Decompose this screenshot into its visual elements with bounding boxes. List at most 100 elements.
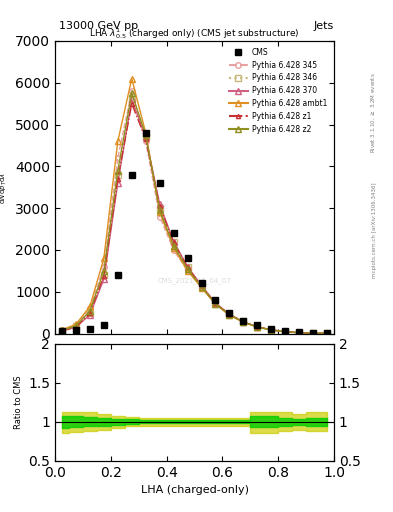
Line: Pythia 6.428 z2: Pythia 6.428 z2 [59, 91, 330, 336]
Pythia 6.428 z2 [241, 319, 246, 325]
Pythia 6.428 z1 [297, 330, 301, 336]
Pythia 6.428 ambt1 [101, 255, 106, 261]
Pythia 6.428 z2 [73, 323, 78, 329]
Pythia 6.428 370 [227, 311, 232, 317]
Text: Jets: Jets [314, 20, 334, 31]
Pythia 6.428 370 [199, 283, 204, 289]
Pythia 6.428 346 [227, 311, 232, 317]
CMS [241, 318, 246, 324]
Pythia 6.428 370 [116, 180, 120, 186]
Pythia 6.428 345 [297, 330, 301, 336]
Pythia 6.428 ambt1 [283, 329, 288, 335]
Pythia 6.428 345 [157, 214, 162, 220]
CMS [297, 329, 301, 335]
Pythia 6.428 346 [185, 264, 190, 270]
Pythia 6.428 346 [199, 283, 204, 289]
Text: mcplots.cern.ch [arXiv:1306.3436]: mcplots.cern.ch [arXiv:1306.3436] [372, 183, 377, 278]
Pythia 6.428 345 [129, 88, 134, 94]
Legend: CMS, Pythia 6.428 345, Pythia 6.428 346, Pythia 6.428 370, Pythia 6.428 ambt1, P: CMS, Pythia 6.428 345, Pythia 6.428 346,… [226, 45, 330, 137]
CMS [143, 130, 148, 136]
Pythia 6.428 z1 [129, 100, 134, 106]
CMS [129, 172, 134, 178]
Line: Pythia 6.428 345: Pythia 6.428 345 [59, 89, 330, 336]
CMS [88, 326, 92, 332]
Pythia 6.428 345 [199, 285, 204, 291]
Pythia 6.428 z1 [88, 310, 92, 316]
Pythia 6.428 346 [143, 134, 148, 140]
Pythia 6.428 z2 [116, 167, 120, 174]
CMS [311, 330, 316, 336]
Pythia 6.428 346 [269, 327, 274, 333]
Text: CMS_2021_11_04_07: CMS_2021_11_04_07 [158, 278, 231, 284]
Pythia 6.428 ambt1 [88, 303, 92, 309]
Pythia 6.428 ambt1 [297, 330, 301, 336]
Pythia 6.428 ambt1 [129, 75, 134, 81]
Pythia 6.428 370 [185, 264, 190, 270]
Pythia 6.428 370 [297, 330, 301, 336]
CMS [60, 328, 64, 334]
Pythia 6.428 345 [255, 324, 260, 330]
Pythia 6.428 370 [269, 327, 274, 333]
Line: Pythia 6.428 370: Pythia 6.428 370 [59, 97, 330, 336]
Pythia 6.428 345 [60, 327, 64, 333]
Pythia 6.428 z2 [60, 327, 64, 333]
Pythia 6.428 345 [213, 301, 218, 307]
Pythia 6.428 345 [171, 247, 176, 253]
Pythia 6.428 z2 [143, 132, 148, 138]
Pythia 6.428 ambt1 [185, 268, 190, 274]
Pythia 6.428 345 [311, 330, 316, 336]
Line: Pythia 6.428 346: Pythia 6.428 346 [59, 97, 330, 336]
Pythia 6.428 345 [88, 305, 92, 311]
Pythia 6.428 346 [157, 205, 162, 211]
Pythia 6.428 345 [227, 312, 232, 318]
Pythia 6.428 ambt1 [241, 319, 246, 325]
Pythia 6.428 345 [283, 329, 288, 335]
Title: LHA $\lambda^{1}_{0.5}$ (charged only) (CMS jet substructure): LHA $\lambda^{1}_{0.5}$ (charged only) (… [89, 26, 300, 41]
Pythia 6.428 z1 [269, 327, 274, 333]
Pythia 6.428 345 [101, 264, 106, 270]
Pythia 6.428 z1 [60, 328, 64, 334]
Pythia 6.428 ambt1 [255, 324, 260, 330]
Pythia 6.428 370 [311, 330, 316, 336]
Pythia 6.428 z2 [255, 324, 260, 330]
Pythia 6.428 346 [325, 330, 329, 336]
Pythia 6.428 370 [325, 330, 329, 336]
Pythia 6.428 346 [297, 330, 301, 336]
Line: Pythia 6.428 z1: Pythia 6.428 z1 [60, 101, 329, 335]
Pythia 6.428 345 [73, 322, 78, 328]
Pythia 6.428 370 [171, 239, 176, 245]
Pythia 6.428 370 [255, 324, 260, 330]
CMS [116, 272, 120, 278]
CMS [325, 330, 329, 336]
Pythia 6.428 346 [60, 328, 64, 334]
Pythia 6.428 ambt1 [213, 301, 218, 307]
Line: CMS: CMS [59, 130, 330, 336]
Pythia 6.428 ambt1 [199, 285, 204, 291]
Pythia 6.428 z2 [88, 308, 92, 314]
CMS [269, 326, 274, 332]
Pythia 6.428 z1 [311, 330, 316, 336]
Pythia 6.428 370 [101, 276, 106, 282]
Pythia 6.428 z2 [199, 284, 204, 290]
Pythia 6.428 z1 [157, 203, 162, 209]
Pythia 6.428 z2 [297, 330, 301, 336]
Pythia 6.428 346 [101, 272, 106, 278]
Pythia 6.428 370 [60, 328, 64, 334]
Pythia 6.428 z1 [73, 324, 78, 330]
Pythia 6.428 z1 [185, 264, 190, 270]
Text: Rivet 3.1.10, $\geq$ 3.2M events: Rivet 3.1.10, $\geq$ 3.2M events [370, 72, 377, 153]
Pythia 6.428 z1 [283, 329, 288, 335]
Pythia 6.428 370 [129, 96, 134, 102]
Pythia 6.428 370 [213, 300, 218, 306]
Pythia 6.428 z1 [101, 273, 106, 279]
Pythia 6.428 370 [283, 329, 288, 335]
Pythia 6.428 346 [283, 329, 288, 335]
Pythia 6.428 z2 [325, 330, 329, 336]
Pythia 6.428 z1 [227, 311, 232, 317]
Pythia 6.428 z2 [213, 301, 218, 307]
Pythia 6.428 370 [143, 134, 148, 140]
CMS [157, 180, 162, 186]
Pythia 6.428 z1 [143, 136, 148, 142]
Pythia 6.428 z2 [157, 207, 162, 214]
Pythia 6.428 346 [213, 300, 218, 306]
